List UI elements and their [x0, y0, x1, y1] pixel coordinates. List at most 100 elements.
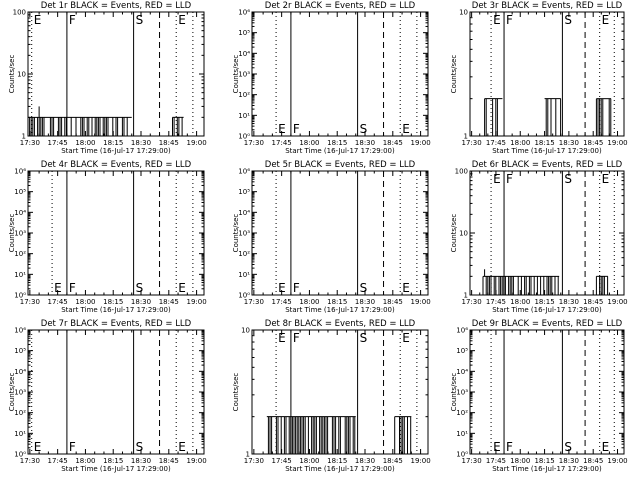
x-axis-label: Start Time (16-Jul-17 17:29:00): [61, 306, 171, 314]
marker-label: F: [69, 440, 76, 454]
y-axis-label: Counts/sec: [450, 55, 458, 94]
marker-label: E: [278, 331, 286, 345]
marker-label: E: [493, 172, 501, 186]
panel-title: Det 5r BLACK = Events, RED = LLD: [265, 160, 416, 170]
x-tick-label: 17:45: [486, 139, 506, 147]
panel-2: Det 2r BLACK = Events, RED = LLD 10⁰ 10¹ 10…: [232, 1, 431, 155]
panel-6: Det 6r BLACK = Events, RED = LLD 1 10 100 17…: [450, 160, 628, 314]
marker-label: E: [34, 440, 42, 454]
y-tick-label: 10³: [14, 389, 26, 397]
x-tick-label: 18:30: [559, 139, 579, 147]
x-tick-label: 17:30: [244, 457, 264, 465]
y-axis-label: Counts/sec: [450, 373, 458, 412]
marker-label: E: [602, 440, 610, 454]
panel-7: Det 7r BLACK = Events, RED = LLD 10⁰ 10¹ 10…: [8, 319, 207, 473]
x-tick-label: 18:45: [583, 457, 603, 465]
marker-label: E: [178, 13, 186, 27]
x-tick-label: 18:00: [510, 139, 530, 147]
y-tick-label: 10⁴: [456, 368, 468, 376]
x-axis-label: Start Time (16-Jul-17 17:29:00): [492, 147, 602, 155]
marker-label: S: [564, 440, 572, 454]
events-segment: [484, 98, 503, 136]
panel-9: Det 9r BLACK = Events, RED = LLD 10⁰ 10¹ 10…: [450, 319, 628, 473]
y-tick-label: 10⁰: [14, 292, 26, 300]
y-axis-label: Counts/sec: [8, 214, 16, 253]
panel-3: Det 3r BLACK = Events, RED = LLD 1 10 17:30…: [450, 1, 628, 155]
x-tick-label: 19:00: [607, 139, 627, 147]
marker-label: S: [360, 122, 368, 136]
marker-label: F: [293, 331, 300, 345]
x-tick-label: 19:00: [410, 298, 430, 306]
x-tick-label: 17:30: [462, 139, 482, 147]
x-axis-label: Start Time (16-Jul-17 17:29:00): [285, 306, 395, 314]
x-tick-label: 17:45: [486, 298, 506, 306]
y-tick-label: 10¹: [238, 271, 250, 279]
plot-frame: [27, 170, 205, 296]
plot-frame: [27, 329, 205, 455]
events-segment: [595, 98, 612, 136]
events-segment: [28, 106, 132, 136]
x-tick-label: 18:00: [299, 298, 319, 306]
panel-title: Det 2r BLACK = Events, RED = LLD: [265, 1, 416, 11]
panel-title: Det 7r BLACK = Events, RED = LLD: [41, 319, 192, 329]
x-tick-label: 19:00: [186, 298, 206, 306]
x-tick-label: 18:00: [75, 457, 95, 465]
events-segment: [544, 98, 562, 136]
x-tick-label: 17:45: [486, 457, 506, 465]
y-tick-label: 10⁶: [456, 327, 468, 335]
x-tick-label: 18:00: [510, 298, 530, 306]
y-tick-label: 10⁴: [14, 368, 26, 376]
y-tick-label: 10⁴: [14, 209, 26, 217]
x-tick-label: 18:15: [103, 457, 123, 465]
x-tick-label: 18:15: [327, 139, 347, 147]
x-tick-label: 17:45: [272, 139, 292, 147]
x-tick-label: 18:30: [131, 298, 151, 306]
y-tick-label: 1: [22, 133, 26, 141]
marker-label: E: [278, 281, 286, 295]
x-tick-label: 18:30: [559, 457, 579, 465]
plot-frame: [251, 11, 429, 137]
x-tick-label: 18:30: [355, 139, 375, 147]
x-tick-label: 17:30: [244, 298, 264, 306]
panel-5: Det 5r BLACK = Events, RED = LLD 10⁰ 10¹ 10…: [232, 160, 431, 314]
x-axis-label: Start Time (16-Jul-17 17:29:00): [285, 147, 395, 155]
y-tick-label: 10¹: [456, 430, 468, 438]
y-tick-label: 10²: [14, 409, 26, 417]
x-tick-label: 17:45: [272, 457, 292, 465]
x-tick-label: 17:45: [272, 298, 292, 306]
x-tick-label: 18:45: [159, 139, 179, 147]
y-tick-label: 10²: [456, 409, 468, 417]
x-tick-label: 17:45: [48, 457, 68, 465]
marker-label: E: [402, 281, 410, 295]
y-tick-label: 10⁰: [238, 133, 250, 141]
y-tick-label: 10: [459, 9, 468, 17]
x-tick-label: 17:30: [20, 139, 40, 147]
y-axis-label: Counts/sec: [8, 373, 16, 412]
marker-label: S: [136, 440, 144, 454]
x-tick-label: 17:30: [20, 457, 40, 465]
marker-label: E: [402, 122, 410, 136]
x-tick-label: 18:45: [383, 298, 403, 306]
x-tick-label: 19:00: [607, 298, 627, 306]
y-tick-label: 10²: [14, 250, 26, 258]
events-segment: [394, 416, 412, 454]
x-tick-label: 17:45: [48, 139, 68, 147]
x-tick-label: 18:15: [103, 139, 123, 147]
x-tick-label: 19:00: [410, 457, 430, 465]
panel-4: Det 4r BLACK = Events, RED = LLD 10⁰ 10¹ 10…: [8, 160, 207, 314]
y-tick-label: 10⁶: [14, 327, 26, 335]
y-tick-label: 10: [241, 327, 250, 335]
x-tick-label: 18:15: [327, 457, 347, 465]
x-tick-label: 17:30: [462, 457, 482, 465]
x-tick-label: 18:30: [355, 457, 375, 465]
marker-label: S: [564, 172, 572, 186]
marker-label: E: [602, 13, 610, 27]
marker-label: S: [564, 13, 572, 27]
plot-frame: [469, 329, 625, 455]
marker-label: S: [136, 13, 144, 27]
y-tick-label: 10⁰: [238, 292, 250, 300]
y-tick-label: 10: [17, 71, 26, 79]
x-tick-label: 19:00: [186, 457, 206, 465]
x-tick-label: 18:30: [131, 139, 151, 147]
